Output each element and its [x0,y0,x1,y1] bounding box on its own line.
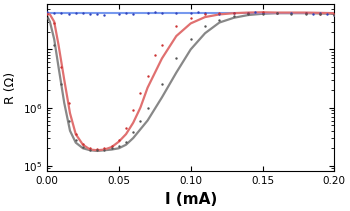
Point [44,12,50,15]
Point [188,38,194,41]
Point [231,11,237,15]
Point [116,144,122,147]
Point [188,16,194,19]
Point [73,138,78,141]
Point [202,25,208,28]
Point [274,12,280,15]
Point [44,11,50,14]
Point [260,11,265,14]
Point [317,13,323,16]
Point [109,147,114,150]
Point [274,12,280,15]
Point [66,12,71,15]
Point [80,142,86,145]
Point [80,145,86,149]
Point [174,25,179,28]
Point [58,65,64,69]
Point [80,12,86,15]
Point [245,11,251,14]
Point [87,147,93,150]
Point [116,12,122,15]
Point [195,10,201,14]
Point [102,147,107,150]
Point [116,138,122,141]
Point [217,18,222,22]
Point [245,11,251,14]
Point [231,15,237,18]
Point [109,144,114,147]
Point [123,126,129,130]
Point [131,109,136,112]
X-axis label: I (mA): I (mA) [164,192,217,207]
Point [174,57,179,60]
Point [123,11,129,15]
Point [331,13,337,17]
Point [73,11,78,15]
Point [145,106,150,109]
Point [145,74,150,78]
Point [138,91,143,95]
Point [58,83,64,86]
Point [202,11,208,15]
Point [260,11,265,15]
Point [94,149,100,152]
Point [102,148,107,151]
Point [303,11,308,15]
Point [202,13,208,16]
Point [310,12,316,15]
Point [159,11,165,15]
Point [217,12,222,15]
Point [260,12,265,15]
Point [324,13,330,16]
Point [138,119,143,122]
Point [44,16,50,19]
Point [145,11,150,15]
Point [288,11,294,14]
Point [123,140,129,143]
Point [94,147,100,151]
Point [217,12,222,15]
Point [152,53,158,57]
Point [51,43,57,46]
Point [288,12,294,15]
Point [159,43,165,46]
Point [174,11,179,14]
Point [58,11,64,15]
Point [131,12,136,15]
Point [51,11,57,15]
Point [66,101,71,105]
Point [245,13,251,16]
Point [102,13,107,16]
Point [152,11,158,14]
Point [87,12,93,15]
Point [303,12,308,15]
Point [188,12,194,15]
Point [94,13,100,16]
Point [51,22,57,25]
Point [274,11,280,15]
Point [331,13,337,17]
Point [66,119,71,122]
Point [317,12,323,15]
Point [317,11,323,15]
Point [131,130,136,134]
Y-axis label: R (Ω): R (Ω) [4,72,17,104]
Point [231,11,237,15]
Point [303,11,308,15]
Point [87,148,93,151]
Point [73,133,78,136]
Point [159,83,165,86]
Point [252,11,258,14]
Point [331,13,337,16]
